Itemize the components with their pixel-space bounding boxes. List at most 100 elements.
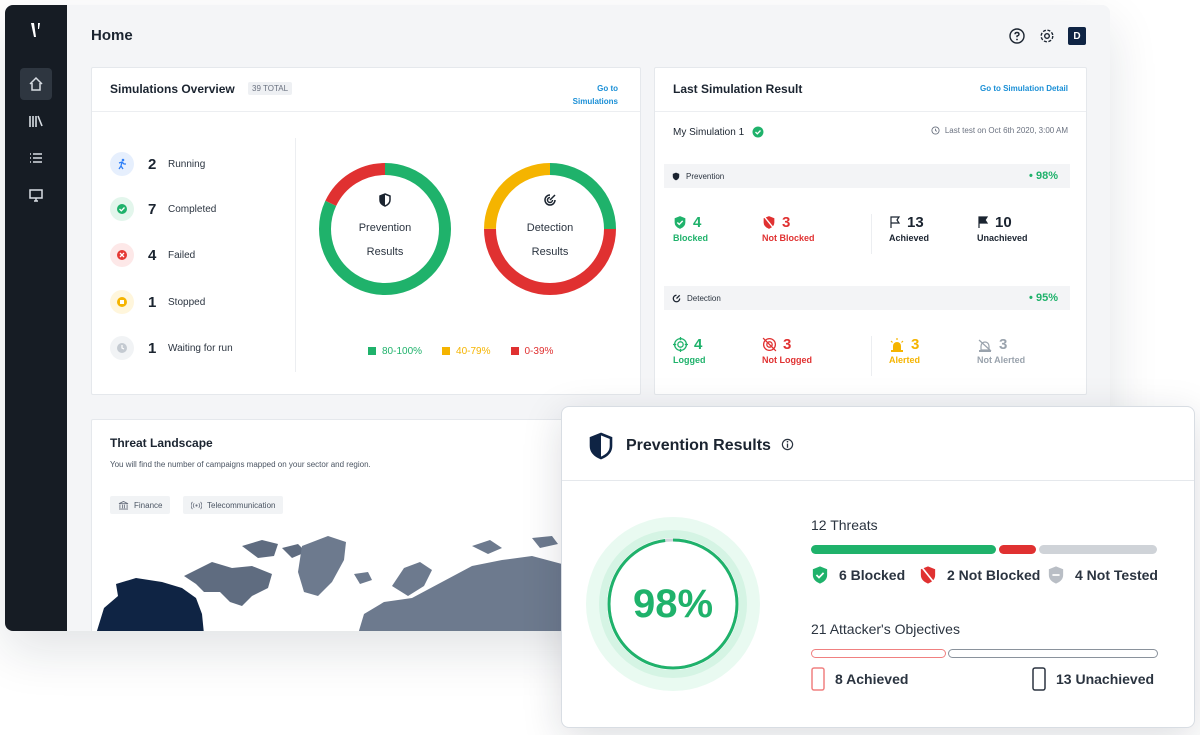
map-region-greenland bbox=[298, 536, 346, 596]
map-region-iceland bbox=[354, 572, 372, 584]
map-region-north-america bbox=[96, 578, 204, 631]
status-count: 1 bbox=[148, 293, 157, 311]
sidebar-item-monitor[interactable] bbox=[20, 179, 52, 211]
gear-icon[interactable] bbox=[1038, 27, 1056, 45]
metric-achieved[interactable]: 13 Achieved bbox=[889, 214, 930, 243]
prevention-section-bar: Prevention • 98% bbox=[664, 164, 1070, 188]
threats-label: 12 Threats bbox=[811, 517, 878, 533]
target-off-icon bbox=[762, 337, 777, 352]
simulation-name[interactable]: My Simulation 1 bbox=[673, 126, 764, 138]
page-title: Home bbox=[91, 27, 133, 44]
donut-segment bbox=[484, 163, 616, 295]
chip-finance[interactable]: Finance bbox=[110, 496, 171, 514]
donut-segment bbox=[484, 163, 616, 295]
bank-icon bbox=[118, 500, 129, 510]
donut-segment bbox=[319, 163, 451, 295]
status-waiting[interactable]: 1 Waiting for run bbox=[110, 336, 233, 360]
objective-unachieved[interactable]: 13 Unachieved bbox=[1032, 667, 1154, 691]
threats-bar-not-blocked bbox=[999, 545, 1036, 554]
check-icon bbox=[110, 197, 134, 221]
simulation-name-text: My Simulation 1 bbox=[673, 126, 745, 138]
panel-header: Prevention Results bbox=[562, 407, 1194, 481]
sidebar-item-library[interactable] bbox=[20, 105, 52, 137]
status-stopped[interactable]: 1 Stopped bbox=[110, 290, 205, 314]
metric-unachieved[interactable]: 10 Unachieved bbox=[977, 214, 1028, 243]
link-line-2: Simulations bbox=[572, 97, 618, 106]
threats-bar-blocked bbox=[811, 545, 996, 554]
detection-section-bar: Detection • 95% bbox=[664, 286, 1070, 310]
legend-item: 0-39% bbox=[510, 346, 553, 357]
metric-not-alerted[interactable]: 3 Not Alerted bbox=[977, 336, 1026, 365]
prevention-donut-chart bbox=[319, 163, 451, 295]
card-title: Last Simulation Result bbox=[673, 82, 803, 96]
status-running[interactable]: 2 Running bbox=[110, 152, 205, 176]
monitor-icon bbox=[29, 189, 43, 202]
flag-outline-icon bbox=[890, 216, 901, 228]
status-label: Running bbox=[168, 158, 206, 170]
link-line-1: Go to bbox=[597, 84, 618, 93]
status-count: 7 bbox=[148, 200, 157, 218]
prevention-percent-value: 98% bbox=[632, 581, 714, 626]
metric-not-logged[interactable]: 3 Not Logged bbox=[762, 336, 812, 365]
status-completed[interactable]: 7 Completed bbox=[110, 197, 216, 221]
threat-blocked[interactable]: 6 Blocked bbox=[811, 565, 905, 585]
status-count: 4 bbox=[148, 246, 157, 264]
donut-legend: 80-100% 40-79% 0-39% bbox=[368, 346, 553, 357]
stopped-icon bbox=[110, 290, 134, 314]
prevention-percent-ring bbox=[586, 517, 760, 691]
prevention-results-panel: Prevention Results 98% 12 Threats 6 Bloc… bbox=[561, 406, 1195, 728]
radar-icon bbox=[483, 192, 617, 216]
map-region-canada-east bbox=[184, 562, 272, 606]
shield-icon bbox=[589, 432, 613, 460]
last-simulation-card: Last Simulation Result Go to Simulation … bbox=[654, 67, 1087, 395]
logo-icon bbox=[31, 23, 40, 37]
panel-title: Prevention Results bbox=[626, 437, 794, 455]
prevention-percent: • 98% bbox=[1029, 170, 1058, 182]
alarm-icon bbox=[890, 337, 904, 352]
go-to-simulation-detail-link[interactable]: Go to Simulation Detail bbox=[979, 84, 1068, 93]
detection-donut-chart bbox=[484, 163, 616, 295]
divider bbox=[295, 138, 296, 372]
objective-achieved[interactable]: 8 Achieved bbox=[811, 667, 908, 691]
metric-not-blocked[interactable]: 3 Not Blocked bbox=[762, 214, 815, 243]
sidebar-item-home[interactable] bbox=[20, 68, 52, 100]
shield-off-icon bbox=[763, 216, 775, 229]
card-title: Simulations Overview bbox=[110, 82, 235, 96]
status-failed[interactable]: 4 Failed bbox=[110, 243, 195, 267]
objectives-bar-achieved bbox=[811, 649, 946, 658]
metric-blocked[interactable]: 4 Blocked bbox=[673, 214, 709, 243]
library-icon bbox=[29, 115, 43, 127]
metric-logged[interactable]: 4 Logged bbox=[673, 336, 706, 365]
status-label: Stopped bbox=[168, 296, 206, 308]
prevention-donut[interactable]: Prevention Results bbox=[318, 162, 452, 296]
help-icon[interactable] bbox=[1008, 27, 1026, 45]
radar-icon bbox=[672, 294, 681, 303]
sidebar-item-list[interactable] bbox=[20, 142, 52, 174]
chip-telecommunication[interactable]: Telecommunication bbox=[183, 496, 284, 514]
metric-alerted[interactable]: 3 Alerted bbox=[889, 336, 921, 365]
flag-icon bbox=[978, 216, 989, 228]
donut-label-line2: Results bbox=[366, 246, 404, 258]
avatar[interactable]: D bbox=[1068, 27, 1086, 45]
info-icon[interactable] bbox=[781, 438, 794, 451]
clock-icon bbox=[110, 336, 134, 360]
failed-icon bbox=[110, 243, 134, 267]
status-label: Waiting for run bbox=[168, 342, 233, 354]
ring-progress bbox=[607, 538, 739, 670]
unachieved-marker-icon bbox=[1032, 667, 1046, 691]
detection-donut[interactable]: Detection Results bbox=[483, 162, 617, 296]
threat-not-tested[interactable]: 4 Not Tested bbox=[1047, 565, 1158, 585]
objectives-label: 21 Attacker's Objectives bbox=[811, 621, 960, 637]
go-to-simulations-link[interactable]: Go to Simulations bbox=[558, 82, 618, 108]
clock-icon bbox=[931, 126, 940, 135]
home-icon bbox=[29, 76, 43, 91]
shield-off-icon bbox=[920, 566, 936, 584]
threat-not-blocked[interactable]: 2 Not Blocked bbox=[919, 565, 1040, 585]
status-count: 2 bbox=[148, 155, 157, 173]
status-count: 1 bbox=[148, 339, 157, 357]
donut-label-line1: Prevention bbox=[358, 222, 412, 234]
shield-minus-icon bbox=[1048, 566, 1064, 584]
shield-icon bbox=[672, 172, 680, 181]
top-actions: D bbox=[1008, 27, 1086, 45]
card-description: You will find the number of campaigns ma… bbox=[110, 460, 371, 469]
